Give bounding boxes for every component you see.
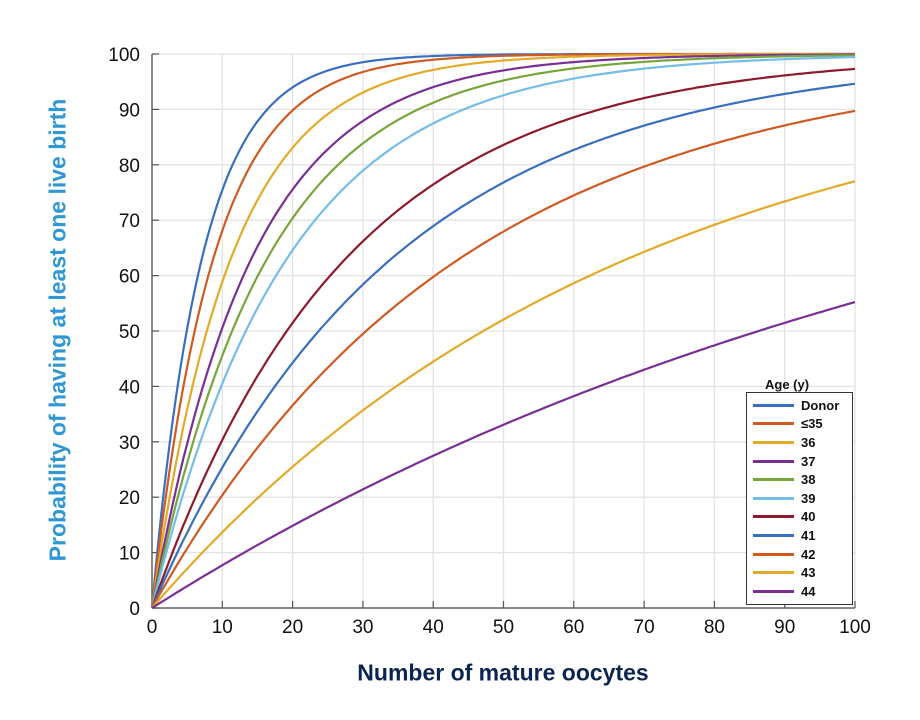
legend-label: 39 [801, 490, 816, 506]
x-tick-label: 20 [282, 617, 303, 638]
legend-item: 44 [747, 582, 852, 601]
y-tick-label: 40 [119, 377, 140, 398]
y-tick-label: 10 [119, 544, 140, 565]
legend-swatch [753, 440, 794, 444]
legend-item: 43 [747, 563, 852, 582]
legend-title: Age (y) [765, 377, 810, 392]
legend-swatch [753, 496, 794, 500]
series-line [151, 180, 856, 609]
series-line [150, 82, 856, 609]
legend-swatch [753, 459, 794, 463]
y-tick-label: 60 [119, 267, 140, 288]
legend-label: 37 [801, 453, 816, 469]
y-tick-label: 70 [119, 211, 140, 232]
y-axis-label: Probability of having at least one live … [44, 98, 71, 562]
legend-item: 40 [747, 508, 852, 527]
y-tick-label: 90 [119, 100, 140, 121]
y-tick-label: 80 [119, 156, 140, 177]
legend-swatch [753, 403, 794, 407]
series-line [150, 52, 855, 609]
legend-item: 38 [747, 470, 852, 489]
legend-swatch [753, 533, 794, 537]
x-tick-label: 50 [493, 617, 514, 638]
legend-swatch [753, 552, 794, 556]
legend-swatch [753, 589, 794, 593]
y-tick-label: 0 [129, 599, 140, 620]
legend-item: 42 [747, 545, 852, 564]
legend-swatch [753, 571, 794, 575]
series-line [150, 53, 855, 609]
y-tick-label: 50 [119, 322, 140, 343]
x-tick-label: 80 [704, 617, 725, 638]
legend-item: Donor [747, 396, 852, 415]
legend-label: 41 [801, 527, 816, 543]
x-tick-label: 10 [212, 617, 233, 638]
series-line [151, 301, 856, 609]
legend-swatch [753, 422, 794, 426]
series-line [151, 109, 856, 609]
legend-item: 37 [747, 452, 852, 471]
x-tick-label: 70 [634, 617, 655, 638]
series-line [150, 54, 855, 609]
legend-swatch [753, 515, 794, 519]
legend-label: 44 [801, 583, 816, 599]
x-axis-label: Number of mature oocytes [357, 659, 649, 686]
legend-swatch [753, 478, 794, 482]
x-tick-label: 40 [423, 617, 444, 638]
y-tick-label: 30 [119, 433, 140, 454]
x-tick-label: 60 [563, 617, 584, 638]
legend-item: 39 [747, 489, 852, 508]
legend-label: Donor [801, 397, 840, 413]
series-line [150, 67, 856, 609]
x-tick-label: 0 [147, 617, 158, 638]
legend-label: 40 [801, 509, 816, 525]
y-tick-label: 100 [108, 45, 140, 66]
legend-label: 43 [801, 565, 816, 581]
legend-item: 41 [747, 526, 852, 545]
legend-item: 36 [747, 433, 852, 452]
legend-label: ≤35 [801, 416, 823, 432]
legend-label: 36 [801, 434, 816, 450]
legend-item: ≤35 [747, 415, 852, 434]
legend: Donor ≤35 36 37 38 39 40 41 42 43 44 [746, 392, 853, 605]
legend-label: 38 [801, 472, 816, 488]
y-tick-label: 20 [119, 488, 140, 509]
x-tick-label: 100 [839, 617, 871, 638]
series-line [150, 56, 856, 609]
legend-label: 42 [801, 546, 816, 562]
x-tick-label: 90 [774, 617, 795, 638]
x-tick-label: 30 [352, 617, 373, 638]
